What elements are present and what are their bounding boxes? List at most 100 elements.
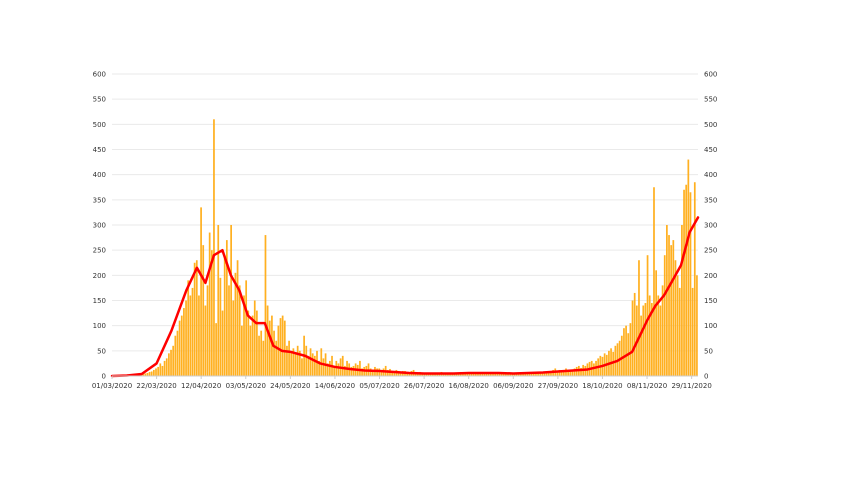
- y-tick-label-right: 50: [704, 347, 713, 355]
- bar: [215, 323, 217, 376]
- bar: [329, 360, 331, 376]
- bar: [341, 355, 344, 376]
- bar: [210, 250, 213, 376]
- bar: [674, 260, 677, 376]
- bar: [468, 373, 471, 376]
- y-tick-label-right: 400: [704, 171, 717, 179]
- bar: [693, 182, 696, 376]
- bar: [522, 373, 524, 376]
- bar: [301, 358, 303, 376]
- bar: [687, 159, 690, 376]
- bar: [262, 340, 265, 376]
- moving-average-line: [110, 216, 700, 378]
- x-tick-label: 27/09/2020: [538, 382, 578, 390]
- bar: [376, 368, 378, 376]
- y-tick-label-right: 200: [704, 272, 717, 280]
- bar: [176, 330, 179, 376]
- bar: [550, 370, 552, 376]
- bar: [391, 370, 393, 376]
- bar: [142, 373, 144, 376]
- bar: [528, 373, 531, 376]
- bar: [526, 372, 529, 376]
- bar: [569, 370, 572, 376]
- bar: [470, 373, 473, 376]
- bar: [447, 373, 449, 376]
- bar: [691, 287, 694, 376]
- bar: [369, 368, 372, 376]
- bar: [483, 373, 486, 376]
- bar: [434, 373, 436, 376]
- y-tick-label-right: 350: [704, 196, 717, 204]
- x-tick-label: 08/11/2020: [627, 382, 667, 390]
- bar: [183, 308, 185, 376]
- bar: [217, 225, 220, 376]
- bar: [279, 318, 282, 376]
- bar: [663, 255, 666, 376]
- bar: [449, 373, 451, 376]
- bar: [659, 305, 662, 376]
- bar: [432, 373, 434, 376]
- x-tick-label: 29/11/2020: [671, 382, 711, 390]
- bar: [575, 366, 578, 376]
- bar: [277, 325, 280, 376]
- bar: [195, 260, 198, 376]
- bar: [524, 373, 527, 376]
- bar: [219, 277, 222, 376]
- bar: [228, 285, 230, 376]
- x-tick-label: 05/07/2020: [359, 382, 399, 390]
- bar: [479, 372, 481, 376]
- bar: [520, 373, 522, 376]
- bar: [230, 225, 232, 376]
- bar: [337, 363, 340, 376]
- bar: [487, 372, 490, 376]
- x-tick-label: 24/05/2020: [270, 382, 310, 390]
- bar: [253, 300, 256, 376]
- bar: [361, 368, 363, 376]
- bar: [556, 370, 559, 376]
- bar: [481, 373, 484, 376]
- y-tick-label-right: 500: [704, 121, 717, 129]
- bar: [532, 373, 535, 376]
- bar: [152, 369, 155, 376]
- bar: [547, 371, 550, 376]
- bar: [507, 373, 509, 376]
- bar: [311, 353, 314, 376]
- bar: [567, 369, 569, 376]
- y-tick-label-left: 50: [97, 347, 106, 355]
- y-tick-label-left: 0: [102, 373, 106, 381]
- y-tick-label-left: 500: [93, 121, 106, 129]
- bar: [221, 310, 224, 376]
- bar: [298, 350, 301, 376]
- bar: [159, 363, 162, 376]
- bar: [505, 372, 507, 376]
- y-tick-label-right: 300: [704, 222, 717, 230]
- bar: [225, 240, 228, 376]
- bar: [444, 373, 447, 376]
- bar: [350, 366, 353, 376]
- bar: [288, 340, 290, 376]
- y-tick-label-left: 300: [93, 222, 106, 230]
- bar: [281, 315, 284, 376]
- bar: [266, 305, 269, 376]
- bar: [198, 295, 200, 376]
- bar: [180, 315, 183, 376]
- bar: [271, 315, 273, 376]
- bar: [172, 345, 175, 376]
- x-tick-label: 26/07/2020: [404, 382, 444, 390]
- bar: [286, 345, 288, 376]
- bar: [202, 245, 205, 376]
- y-axis-left: 0 50 100 150 200 250 300 350 400 450 500 550 600: [93, 71, 106, 381]
- bar: [593, 363, 595, 376]
- bar: [313, 355, 316, 376]
- y-tick-label-left: 600: [93, 71, 106, 79]
- bar: [290, 350, 293, 376]
- bar: [661, 285, 664, 376]
- bar: [185, 300, 187, 376]
- bar: [268, 320, 271, 376]
- bar: [307, 355, 310, 376]
- bar: [273, 330, 275, 376]
- bar: [657, 295, 660, 376]
- bar: [326, 363, 329, 376]
- bar: [251, 315, 254, 376]
